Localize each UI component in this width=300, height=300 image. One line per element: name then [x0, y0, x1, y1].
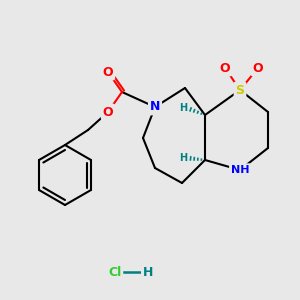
Text: O: O: [103, 65, 113, 79]
Text: Cl: Cl: [108, 266, 122, 278]
Text: O: O: [253, 61, 263, 74]
Text: O: O: [103, 106, 113, 118]
Text: H: H: [179, 103, 187, 113]
Text: H: H: [179, 153, 187, 163]
Text: S: S: [236, 83, 244, 97]
Text: H: H: [143, 266, 153, 278]
Text: O: O: [220, 61, 230, 74]
Text: N: N: [150, 100, 160, 113]
Text: NH: NH: [231, 165, 249, 175]
